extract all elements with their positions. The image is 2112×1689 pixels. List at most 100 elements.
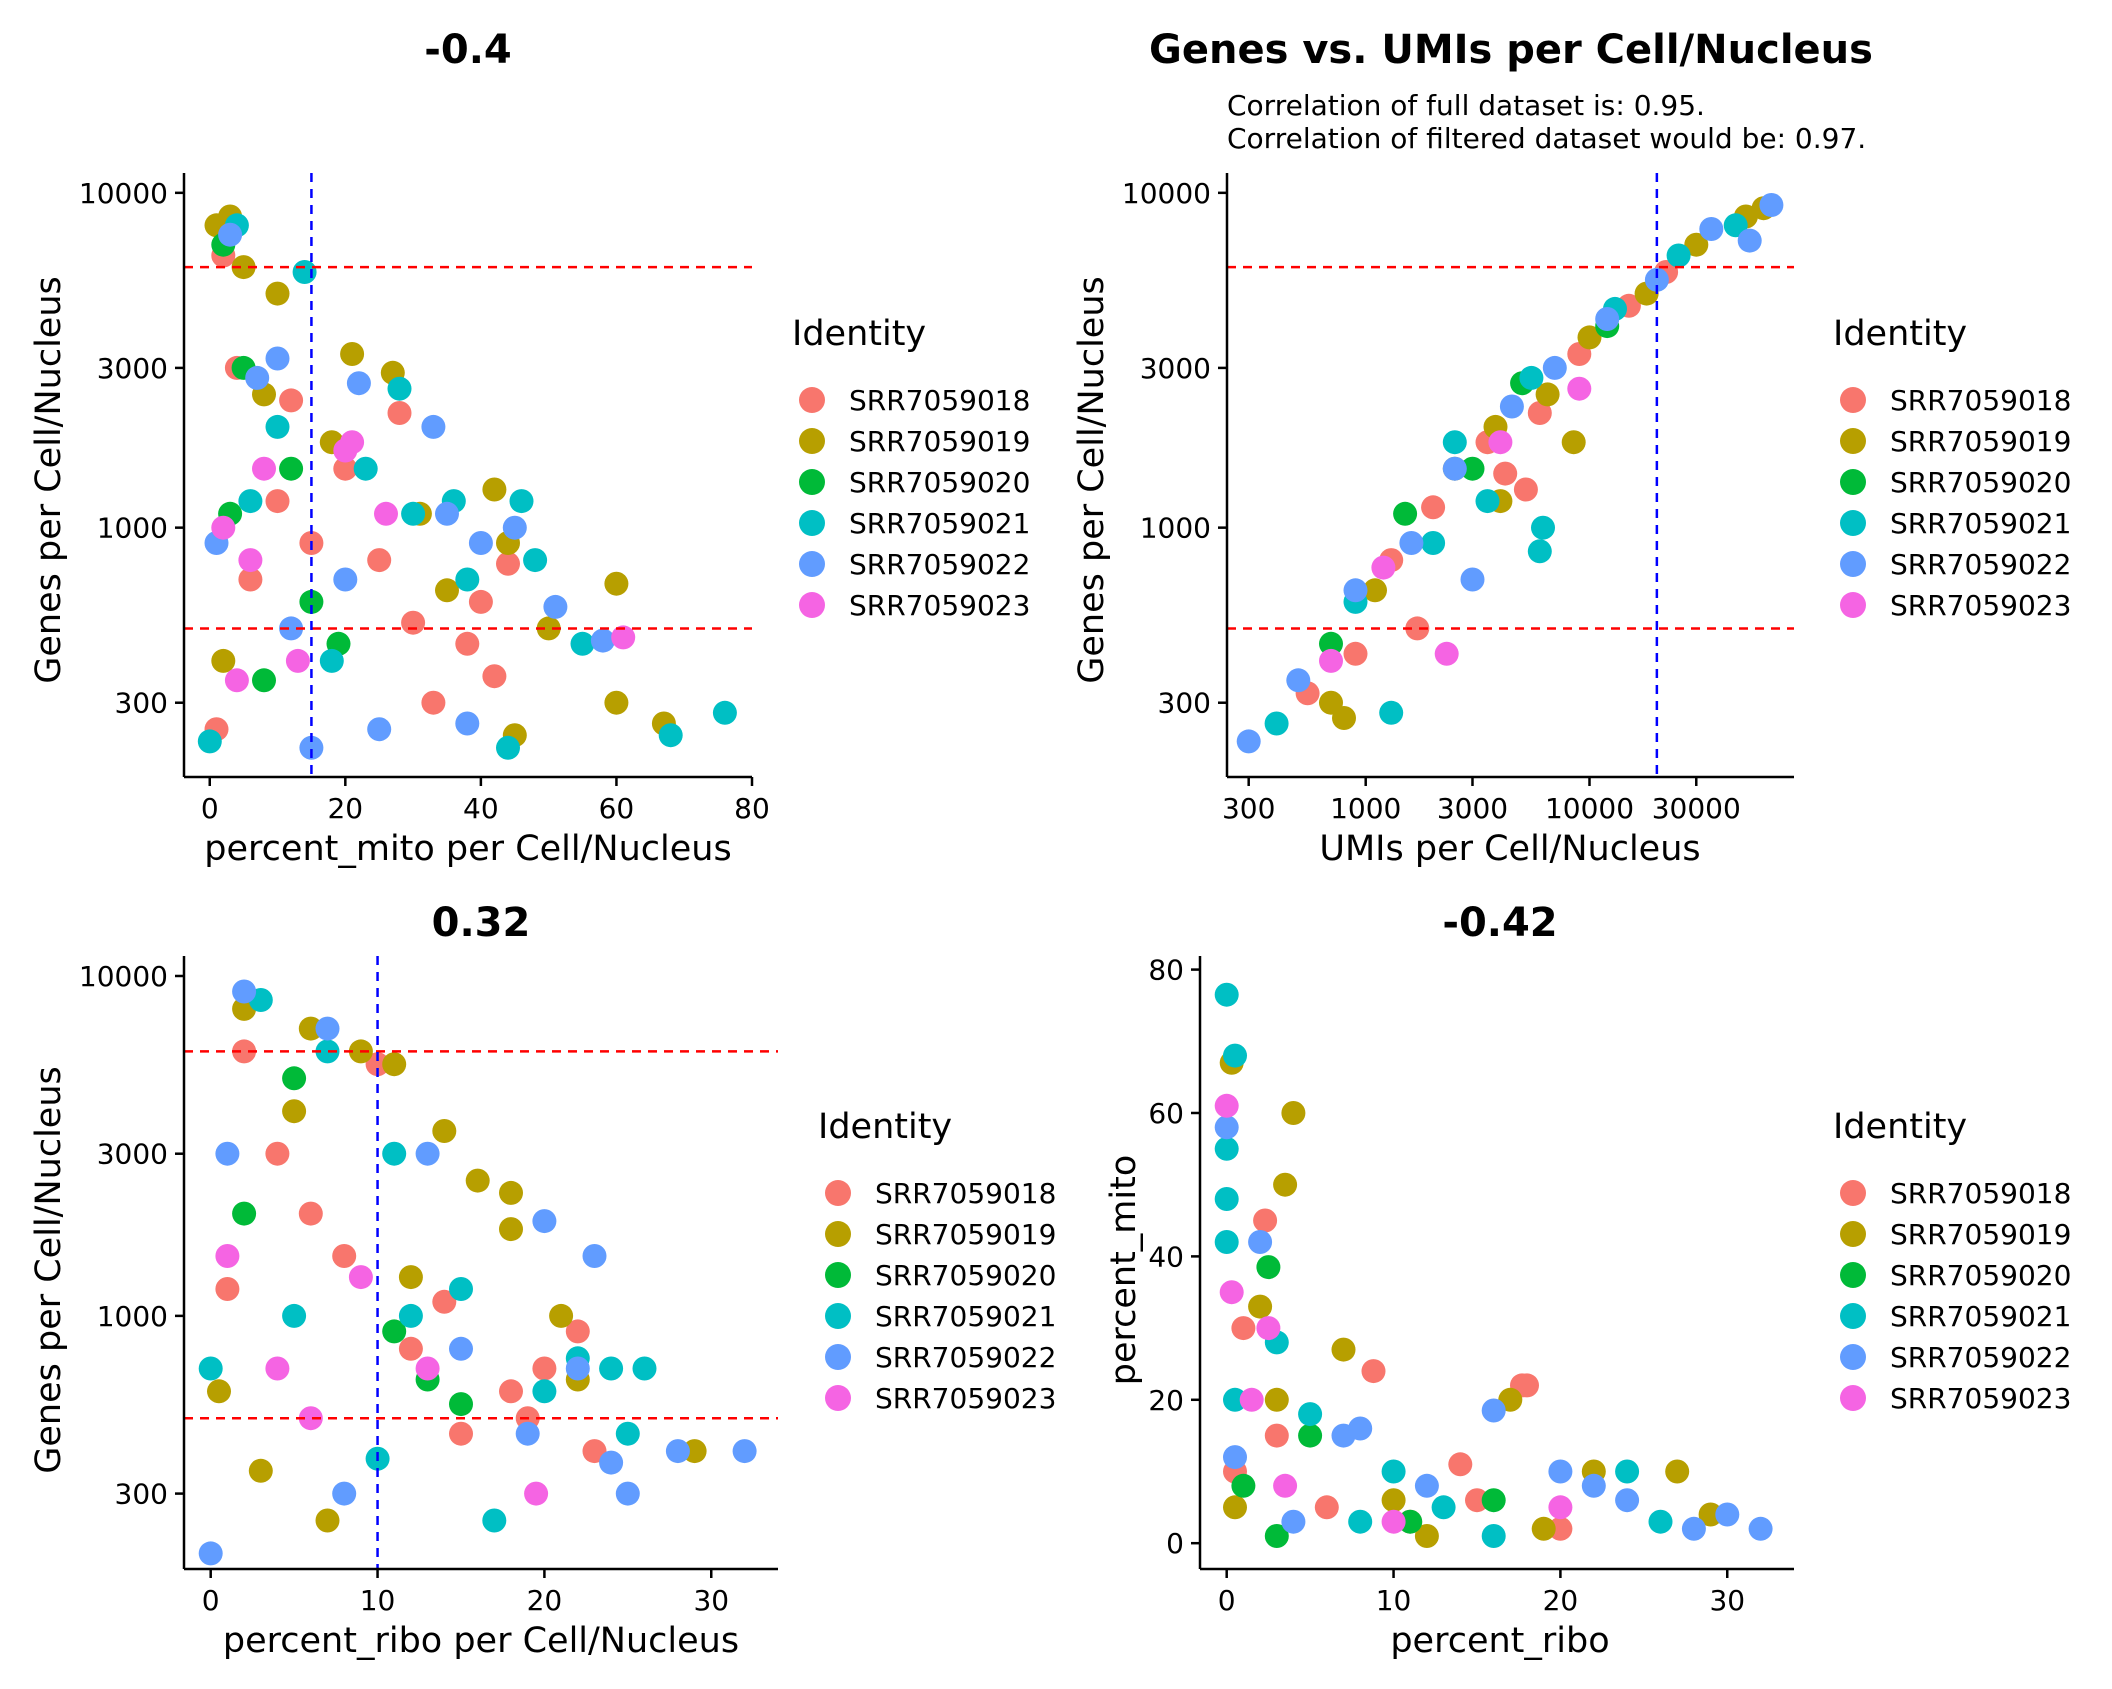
p3-point-SRR7059023-3	[415, 1356, 440, 1381]
p3-point-SRR7059023-2	[348, 1265, 373, 1290]
p3-legend-label-SRR7059019: SRR7059019	[875, 1218, 1056, 1251]
p4-point-SRR7059018-8	[1314, 1495, 1339, 1520]
p2-legend-label-SRR7059020: SRR7059020	[1890, 466, 2071, 499]
panel-2-title: Genes vs. UMIs per Cell/Nucleus	[1149, 27, 1873, 73]
p4-legend-key-SRR7059020	[1840, 1262, 1866, 1288]
p2-point-SRR7059019-4	[1535, 382, 1560, 407]
p3-point-SRR7059019-13	[398, 1265, 423, 1290]
p1-point-SRR7059023-1	[238, 548, 263, 573]
panel-2-plot-area: 300 1000 3000 10000 30000 300 1000 3000 10000	[1122, 173, 1794, 825]
p4-legend-label-SRR7059019: SRR7059019	[1890, 1218, 2071, 1251]
p4-point-SRR7059023-3	[1273, 1473, 1298, 1498]
p2-point-SRR7059022-4	[1442, 456, 1467, 481]
p4-point-SRR7059021-11	[1223, 1387, 1247, 1412]
p3-point-SRR7059021-2	[382, 1141, 407, 1166]
p4-point-SRR7059021-10	[1648, 1509, 1673, 1534]
p3-point-SRR7059021-13	[282, 1303, 307, 1328]
p2-point-SRR7059020-4	[1319, 631, 1343, 656]
p1-point-SRR7059018-5	[367, 548, 392, 573]
p3-point-SRR7059021-1	[315, 1039, 340, 1064]
p3-point-SRR7059022-12	[449, 1336, 473, 1361]
p2-point-SRR7059019-5	[1577, 325, 1602, 350]
p4-x-tick-label-3: 30	[1709, 1584, 1745, 1617]
p1-point-SRR7059021-3	[401, 501, 426, 526]
p4-x-tick-label-0: 0	[1218, 1584, 1236, 1617]
p4-point-SRR7059022-8	[1681, 1516, 1706, 1541]
p3-point-SRR7059022-0	[232, 979, 257, 1004]
p2-point-SRR7059020-0	[1393, 501, 1418, 526]
panel-4-x-axis-label: percent_ribo	[1390, 1621, 1609, 1661]
p1-point-SRR7059023-6	[374, 501, 398, 526]
p2-point-SRR7059018-4	[1493, 461, 1518, 486]
p4-point-SRR7059019-4	[1331, 1337, 1356, 1362]
p4-legend-title: Identity	[1833, 1107, 1967, 1147]
p2-point-SRR7059021-6	[1519, 365, 1544, 390]
panel-4-legend: Identity SRR7059018 SRR7059019 SRR7059020 SR…	[1833, 1107, 2071, 1415]
p1-point-SRR7059018-9	[468, 589, 493, 614]
p3-point-SRR7059023-5	[298, 1406, 323, 1431]
p1-point-SRR7059019-7	[482, 477, 507, 502]
p1-point-SRR7059021-7	[570, 631, 595, 656]
p2-point-SRR7059022-6	[1542, 355, 1567, 380]
p1-point-SRR7059021-16	[238, 489, 263, 514]
p1-x-tick-label-1: 20	[327, 792, 363, 825]
p2-point-SRR7059019-12	[1332, 706, 1356, 730]
panel-4: -0.42 0 10 20 30 0 20 40 60 80 percent_ribo perc…	[1104, 900, 2071, 1661]
p3-x-tick-label-3: 30	[693, 1584, 729, 1617]
p3-legend-title: Identity	[818, 1107, 952, 1147]
p1-legend-label-SRR7059023: SRR7059023	[849, 589, 1030, 622]
p1-point-SRR7059021-8	[658, 723, 683, 748]
p1-point-SRR7059019-4	[340, 342, 365, 366]
p1-point-SRR7059023-4	[611, 625, 636, 650]
p2-legend-key-SRR7059018	[1840, 387, 1866, 413]
p2-point-SRR7059023-4	[1567, 376, 1592, 401]
p4-point-SRR7059020-0	[1256, 1255, 1281, 1280]
p4-y-tick-label-3: 60	[1148, 1097, 1184, 1130]
p4-legend-key-SRR7059022	[1840, 1344, 1866, 1370]
p2-point-SRR7059021-4	[1527, 539, 1552, 564]
p3-point-SRR7059021-7	[599, 1356, 624, 1381]
p2-point-SRR7059023-1	[1371, 555, 1396, 580]
p3-point-SRR7059022-3	[532, 1209, 557, 1234]
p3-point-SRR7059022-7	[615, 1481, 640, 1506]
p4-point-SRR7059022-5	[1548, 1459, 1573, 1484]
p2-point-SRR7059019-7	[1684, 232, 1709, 257]
p1-legend-key-SRR7059018	[799, 387, 825, 413]
p1-legend-key-SRR7059023	[799, 592, 825, 618]
p2-point-SRR7059022-0	[1236, 729, 1261, 754]
p3-legend-key-SRR7059019	[825, 1221, 851, 1247]
p3-point-SRR7059020-4	[232, 1201, 257, 1226]
p1-point-SRR7059022-9	[367, 717, 392, 742]
p2-point-SRR7059023-3	[1488, 430, 1513, 455]
p2-point-SRR7059021-2	[1421, 531, 1446, 555]
p2-x-tick-label-4: 30000	[1652, 792, 1741, 825]
p4-point-SRR7059021-0	[1214, 982, 1239, 1007]
p4-point-SRR7059018-6	[1264, 1423, 1289, 1448]
p4-point-SRR7059021-7	[1381, 1459, 1406, 1484]
p2-point-SRR7059022-7	[1595, 307, 1620, 331]
p3-point-SRR7059018-7	[532, 1356, 557, 1381]
p1-point-SRR7059023-0	[211, 515, 236, 540]
p4-x-tick-label-1: 10	[1376, 1584, 1412, 1617]
p2-point-SRR7059022-10	[1759, 193, 1784, 217]
panel-2-legend: Identity SRR7059018 SRR7059019 SRR7059020 SR…	[1833, 314, 2071, 622]
p1-point-SRR7059018-7	[401, 610, 426, 635]
p4-x-tick-label-2: 20	[1543, 1584, 1579, 1617]
p2-point-SRR7059018-2	[1421, 495, 1446, 520]
panel-1-y-axis-label: Genes per Cell/Nucleus	[29, 276, 69, 684]
p4-point-SRR7059019-13	[1414, 1524, 1439, 1548]
p3-point-SRR7059018-12	[215, 1277, 240, 1301]
p3-point-SRR7059019-6	[499, 1180, 523, 1205]
p1-point-SRR7059018-12	[238, 567, 263, 592]
p2-point-SRR7059019-1	[1363, 578, 1387, 603]
panel-2-subtitle-line-2: Correlation of filtered dataset would be…	[1227, 122, 1866, 155]
p1-point-SRR7059019-17	[211, 648, 236, 673]
p2-legend-key-SRR7059022	[1840, 551, 1866, 577]
p2-legend-label-SRR7059021: SRR7059021	[1890, 507, 2071, 540]
p1-x-tick-label-4: 80	[734, 792, 770, 825]
p2-legend-label-SRR7059019: SRR7059019	[1890, 425, 2071, 458]
p4-point-SRR7059021-6	[1298, 1402, 1323, 1427]
p1-point-SRR7059019-3	[265, 281, 290, 306]
p1-legend-label-SRR7059021: SRR7059021	[849, 507, 1030, 540]
p4-point-SRR7059018-3	[1515, 1373, 1539, 1398]
